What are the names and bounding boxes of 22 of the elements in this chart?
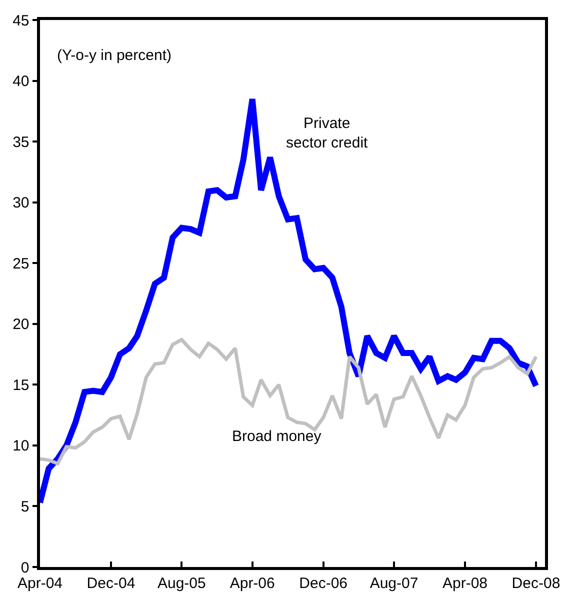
- y-tick-label: 10: [12, 438, 30, 455]
- x-tick-label: Aug-05: [157, 574, 206, 592]
- x-tick-label: Dec-06: [299, 574, 348, 592]
- y-tick-label: 5: [20, 498, 30, 516]
- y-tick-label: 25: [12, 255, 30, 272]
- y-tick-label: 35: [12, 134, 30, 151]
- annotation: (Y-o-y in percent): [57, 47, 172, 64]
- x-tick-label: Aug-07: [370, 574, 418, 592]
- line-series: [40, 338, 538, 466]
- y-tick-label: 20: [12, 316, 30, 334]
- x-tick-label: Apr-04: [17, 574, 63, 592]
- y-tick-label: 0: [20, 559, 30, 576]
- x-tick-label: Apr-08: [442, 574, 488, 592]
- x-tick-label: Dec-04: [86, 574, 136, 592]
- y-tick-label: 30: [12, 194, 30, 212]
- y-tick-label: 40: [12, 73, 30, 90]
- series-label: Private sector credit: [286, 115, 369, 152]
- x-tick-label: Apr-06: [230, 574, 275, 592]
- x-tick-label: Dec-08: [512, 574, 560, 592]
- y-tick-label: 45: [12, 12, 30, 30]
- y-tick-label: 15: [12, 376, 30, 394]
- series-label: Broad money: [232, 428, 322, 445]
